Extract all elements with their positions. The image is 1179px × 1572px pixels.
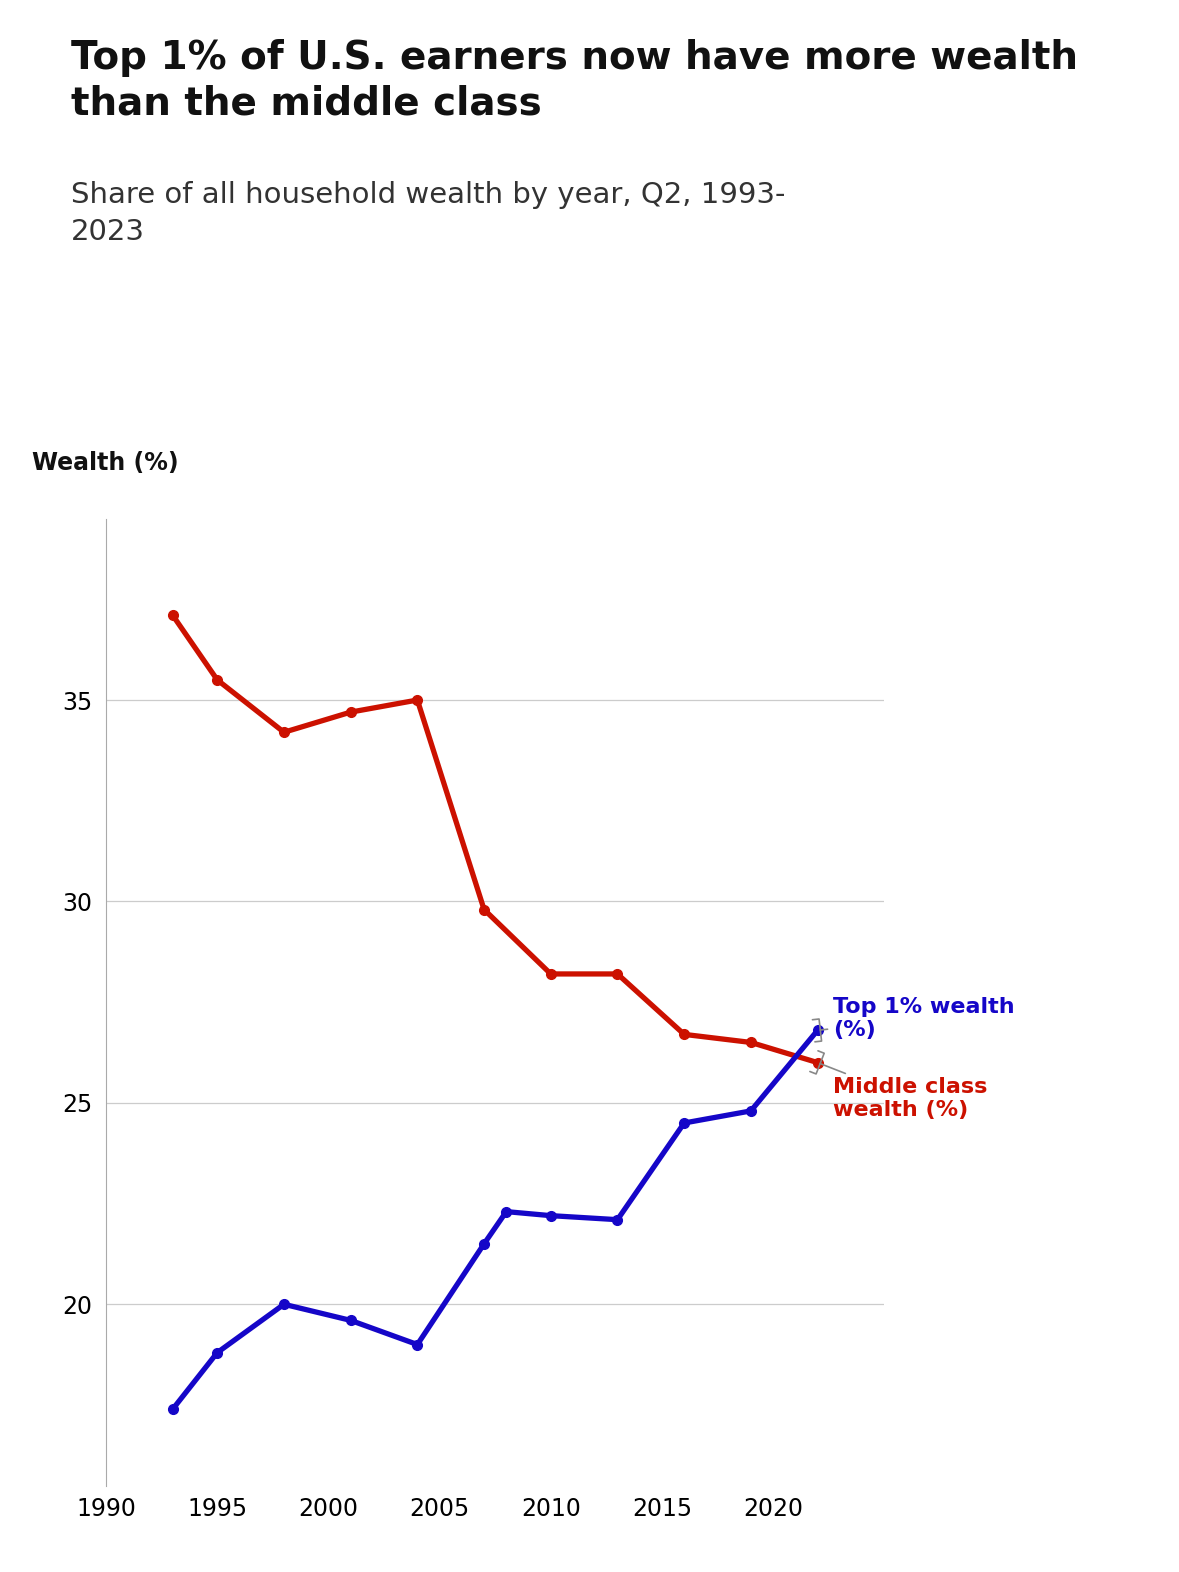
Text: Wealth (%): Wealth (%) [32, 451, 179, 475]
Text: Share of all household wealth by year, Q2, 1993-
2023: Share of all household wealth by year, Q… [71, 181, 785, 245]
Text: Middle class
wealth (%): Middle class wealth (%) [810, 1050, 988, 1121]
Text: Top 1% wealth
(%): Top 1% wealth (%) [812, 997, 1015, 1042]
Text: Top 1% of U.S. earners now have more wealth
than the middle class: Top 1% of U.S. earners now have more wea… [71, 39, 1078, 123]
